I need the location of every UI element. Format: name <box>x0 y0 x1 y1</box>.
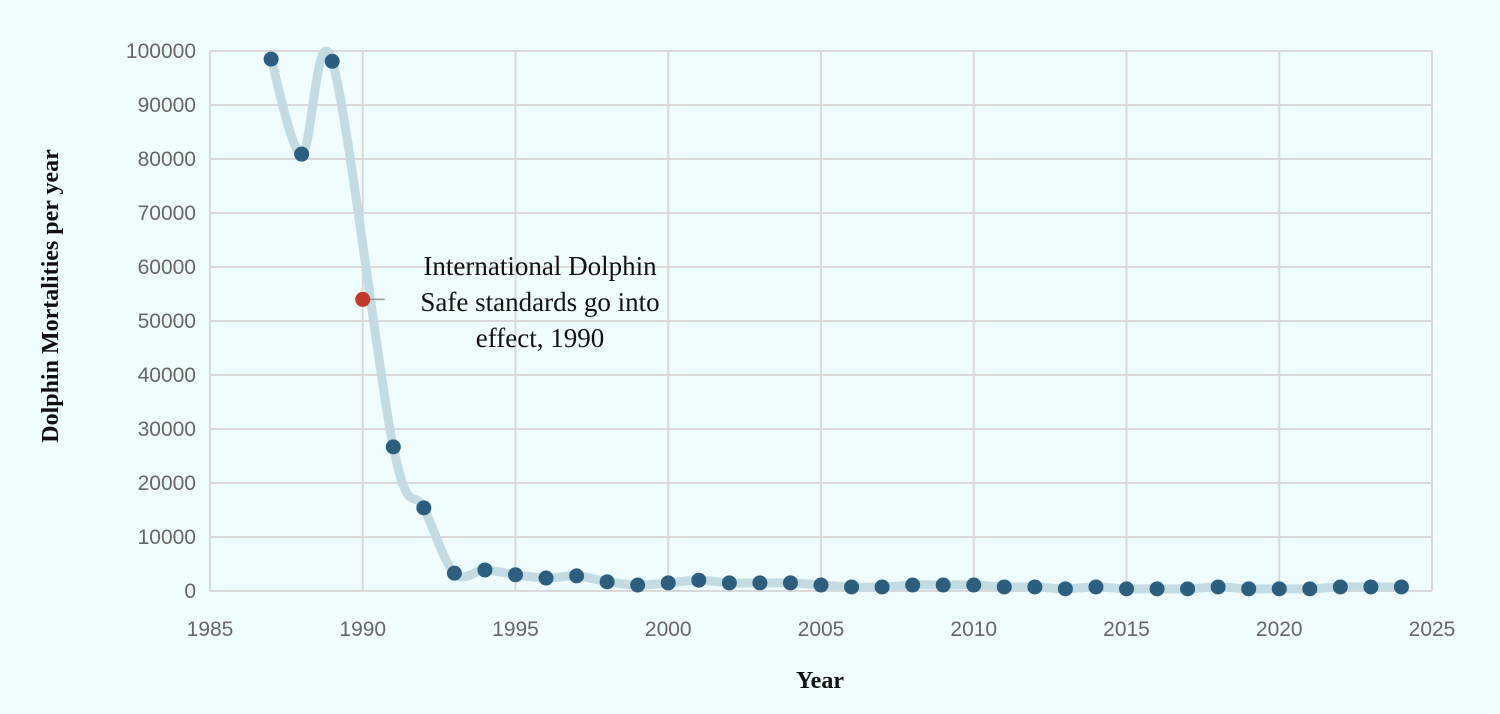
y-tick-label: 30000 <box>138 418 196 441</box>
annotation-text-line: Safe standards go into <box>420 287 659 317</box>
y-tick-label: 50000 <box>138 310 196 333</box>
y-tick-label: 60000 <box>138 256 196 279</box>
annotation-text-line: International Dolphin <box>423 251 657 281</box>
data-point <box>1363 579 1379 595</box>
data-point <box>1057 581 1073 597</box>
annotation-text-line: effect, 1990 <box>476 323 604 353</box>
x-tick-label: 1990 <box>339 618 386 641</box>
x-tick-label: 2010 <box>950 618 997 641</box>
data-point <box>263 51 279 67</box>
x-tick-labels: 1985 1990 1995 2000 2005 2010 2015 2020 2025 <box>187 618 1456 641</box>
data-point <box>1393 579 1409 595</box>
y-tick-labels: 0 10000 20000 30000 40000 50000 60000 70000 8000… <box>126 40 196 603</box>
data-point <box>324 53 340 69</box>
x-tick-label: 2015 <box>1103 618 1150 641</box>
y-tick-label: 20000 <box>138 472 196 495</box>
x-axis-title: Year <box>796 668 844 694</box>
x-tick-label: 2000 <box>645 618 692 641</box>
data-point <box>844 579 860 595</box>
data-point <box>538 570 554 586</box>
data-point <box>1271 581 1287 597</box>
y-axis-title: Dolphin Mortalities per year <box>38 149 64 443</box>
data-point <box>1027 579 1043 595</box>
data-point <box>446 565 462 581</box>
data-point <box>630 577 646 593</box>
data-point <box>1210 579 1226 595</box>
data-point <box>782 575 798 591</box>
y-tick-label: 70000 <box>138 202 196 225</box>
data-point <box>416 500 432 516</box>
x-tick-label: 1985 <box>187 618 234 641</box>
data-point <box>691 572 707 588</box>
data-point <box>294 146 310 162</box>
annotation-marker <box>355 291 371 307</box>
data-point <box>1180 581 1196 597</box>
data-point <box>477 562 493 578</box>
x-tick-label: 2025 <box>1409 618 1456 641</box>
data-point <box>935 577 951 593</box>
x-tick-label: 2005 <box>798 618 845 641</box>
data-point <box>966 577 982 593</box>
data-point <box>721 575 737 591</box>
x-tick-label: 1995 <box>492 618 539 641</box>
data-point <box>385 439 401 455</box>
data-point <box>569 568 585 584</box>
grid <box>209 50 1433 592</box>
data-point <box>752 575 768 591</box>
data-point <box>508 567 523 583</box>
y-tick-label: 10000 <box>138 526 196 549</box>
annotation: International Dolphin Safe standards go i… <box>355 251 660 353</box>
x-tick-label: 2020 <box>1256 618 1303 641</box>
data-point <box>996 579 1012 595</box>
data-point <box>599 574 615 590</box>
y-tick-label: 100000 <box>126 40 196 63</box>
data-point <box>1332 579 1348 595</box>
y-tick-label: 0 <box>184 580 196 603</box>
y-tick-label: 90000 <box>138 94 196 117</box>
data-point <box>905 577 921 593</box>
data-point <box>874 579 890 595</box>
data-points <box>263 51 1409 597</box>
data-point <box>1302 581 1318 597</box>
data-point <box>1241 581 1257 597</box>
data-point <box>1149 581 1165 597</box>
data-point <box>813 577 829 593</box>
data-point <box>1119 581 1134 597</box>
data-point <box>1088 579 1104 595</box>
data-point <box>660 575 676 591</box>
y-tick-label: 40000 <box>138 364 196 387</box>
y-tick-label: 80000 <box>138 148 196 171</box>
